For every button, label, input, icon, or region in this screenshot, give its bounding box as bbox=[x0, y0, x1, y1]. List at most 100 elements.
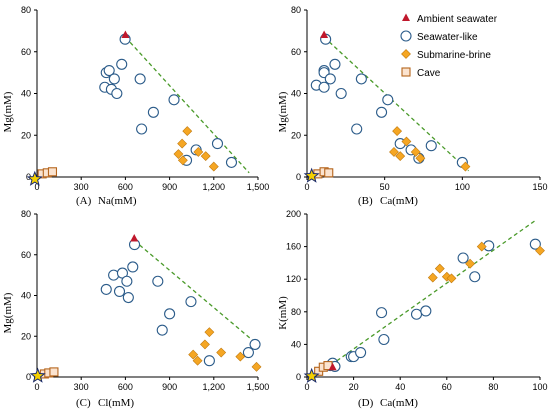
panel-d-seawater-point bbox=[355, 346, 367, 359]
panel-d-brine-point bbox=[476, 241, 487, 252]
legend-brine-marker bbox=[401, 49, 411, 59]
plot-layer: 03006009001,2001,50002040608005010015002… bbox=[21, 5, 548, 392]
panel-d-brine-point bbox=[535, 245, 545, 256]
legend-cave-label: Cave bbox=[417, 68, 441, 79]
panel-d-brine-point bbox=[427, 272, 438, 283]
panel-b-seawater-point bbox=[376, 106, 388, 118]
panel-a-brine-point bbox=[208, 161, 219, 172]
panel-d-seawater-point bbox=[529, 238, 541, 250]
panel-d-x-tick-label: 0 bbox=[304, 382, 309, 392]
panel-a-star-point bbox=[26, 170, 43, 186]
panel-a-brine-point bbox=[193, 147, 204, 157]
panel-b-brine-point bbox=[395, 151, 406, 162]
panel-c-seawater-point bbox=[122, 291, 134, 304]
panel-a-seawater-point bbox=[225, 156, 238, 168]
panel-c-brine-point bbox=[235, 351, 246, 362]
panel-a-seawater-point bbox=[116, 58, 128, 70]
panel-c-x-tick-label: 1,200 bbox=[203, 382, 226, 392]
panel-a-seawater-point bbox=[168, 94, 180, 106]
panel-c-seawater-point bbox=[121, 275, 133, 287]
panel-c-seawater-point bbox=[249, 338, 261, 350]
panel-d-brine-point bbox=[465, 258, 476, 269]
panel-b-star-point bbox=[303, 167, 320, 183]
panel-a-seawater-point bbox=[134, 73, 146, 85]
panel-c-x-tick-label: 1,500 bbox=[247, 382, 270, 392]
panel-b: (B) Ca(mM) Mg(mM) bbox=[277, 91, 418, 207]
panel-b-tag: (B) bbox=[358, 195, 373, 207]
panel-b-xlabel: Ca(mM) bbox=[380, 195, 418, 207]
panel-c-x-tick-label: 900 bbox=[162, 382, 177, 392]
panel-c-star-point bbox=[29, 367, 46, 383]
panel-c-xlabel: Cl(mM) bbox=[98, 397, 134, 409]
panel-a-seawater-point bbox=[147, 106, 159, 118]
panel-a-x-tick-label: 1,200 bbox=[203, 182, 226, 192]
panel-c-plot: 0 300 600 900 1,200 1,500 0 20 40 60 80 bbox=[21, 209, 269, 392]
panel-c-ambient-point bbox=[130, 233, 139, 242]
panel-a-x-tick-label: 300 bbox=[74, 182, 89, 192]
panel-a-seawater-point bbox=[211, 138, 224, 150]
legend-ambient-marker bbox=[402, 13, 410, 21]
panel-c-x-tick-label: 0 bbox=[34, 382, 39, 392]
panel-c-ylabel: Mg(mM) bbox=[2, 292, 14, 333]
panel-b-ambient-point bbox=[320, 30, 329, 39]
panel-b-ylabel: Mg(mM) bbox=[277, 91, 289, 132]
panel-b-x-tick-label: 50 bbox=[380, 182, 390, 192]
panel-c-seawater-point bbox=[127, 261, 139, 273]
panel-d-ambient-point bbox=[328, 362, 337, 371]
panel-a-trend-line bbox=[124, 36, 250, 174]
panel-b-brine-point bbox=[389, 147, 399, 157]
panel-d-ylabel: K(mM) bbox=[277, 296, 289, 330]
panel-c-seawater-point bbox=[156, 324, 168, 336]
panel-d-x-tick-label: 80 bbox=[488, 382, 498, 392]
panel-a-x-tick-label: 900 bbox=[162, 182, 177, 192]
panel-a-seawater-point bbox=[108, 73, 120, 85]
panel-d-y-tick-label: 200 bbox=[286, 209, 301, 219]
panel-a-x-tick-label: 1,500 bbox=[247, 182, 270, 192]
panel-b-y-tick-label: 0 bbox=[296, 172, 301, 182]
panel-c: (C) Cl(mM) Mg(mM) bbox=[2, 292, 134, 409]
panel-b-x-tick-label: 100 bbox=[455, 182, 470, 192]
panel-a-brine-point bbox=[177, 138, 188, 149]
panel-b-plot: 0 50 100 150 0 20 40 60 80 bbox=[291, 5, 548, 192]
panel-c-y-tick-label: 40 bbox=[21, 291, 31, 301]
legend-cave-marker bbox=[401, 67, 411, 77]
panel-d-y-tick-label: 80 bbox=[291, 307, 301, 317]
panel-c-brine-point bbox=[251, 361, 262, 372]
panel-d-seawater-point bbox=[420, 305, 432, 317]
panel-d-seawater-point bbox=[378, 333, 390, 346]
panel-c-seawater-point bbox=[152, 275, 164, 287]
panel-a-seawater-point bbox=[111, 87, 123, 100]
panel-b-seawater-point bbox=[335, 87, 347, 100]
panel-d-brine-point bbox=[434, 263, 445, 274]
legend: Ambient seawater Seawater-like Submarine-b… bbox=[400, 13, 498, 79]
panel-d-brine-point bbox=[446, 273, 457, 284]
panel-b-brine-point bbox=[410, 147, 421, 157]
legend-brine-label: Submarine-brine bbox=[417, 50, 491, 61]
panel-b-x-tick-label: 0 bbox=[304, 182, 309, 192]
panel-c-seawater-point bbox=[164, 308, 176, 320]
panel-d-star-point bbox=[303, 367, 320, 383]
panel-a-brine-point bbox=[182, 126, 193, 136]
panel-a-x-tick-label: 0 bbox=[34, 182, 39, 192]
panel-d-y-tick-label: 40 bbox=[291, 339, 301, 349]
panel-d-seawater-point bbox=[376, 307, 388, 319]
legend-seawater-marker bbox=[400, 30, 412, 42]
panel-d-seawater-point bbox=[410, 308, 423, 320]
panel-a-xlabel: Na(mM) bbox=[98, 195, 137, 207]
panel-c-y-tick-label: 80 bbox=[21, 209, 31, 219]
panel-c-seawater-point bbox=[100, 283, 112, 295]
panel-b-y-tick-label: 40 bbox=[291, 89, 301, 99]
panel-b-x-tick-label: 150 bbox=[532, 182, 547, 192]
panel-c-x-tick-label: 600 bbox=[118, 382, 133, 392]
panel-b-seawater-point bbox=[318, 81, 330, 93]
panel-d-seawater-point bbox=[469, 271, 481, 283]
panel-b-seawater-point bbox=[425, 140, 437, 152]
panel-c-cave-point bbox=[49, 367, 59, 377]
panel-b-seawater-point bbox=[382, 94, 394, 106]
panel-d-y-tick-label: 120 bbox=[286, 274, 301, 284]
panel-a-brine-point bbox=[173, 149, 184, 159]
panel-c-brine-point bbox=[204, 327, 215, 338]
panel-a-x-tick-label: 600 bbox=[118, 182, 133, 192]
panel-a: (A) Na(mM) Mg(mM) bbox=[2, 91, 137, 207]
